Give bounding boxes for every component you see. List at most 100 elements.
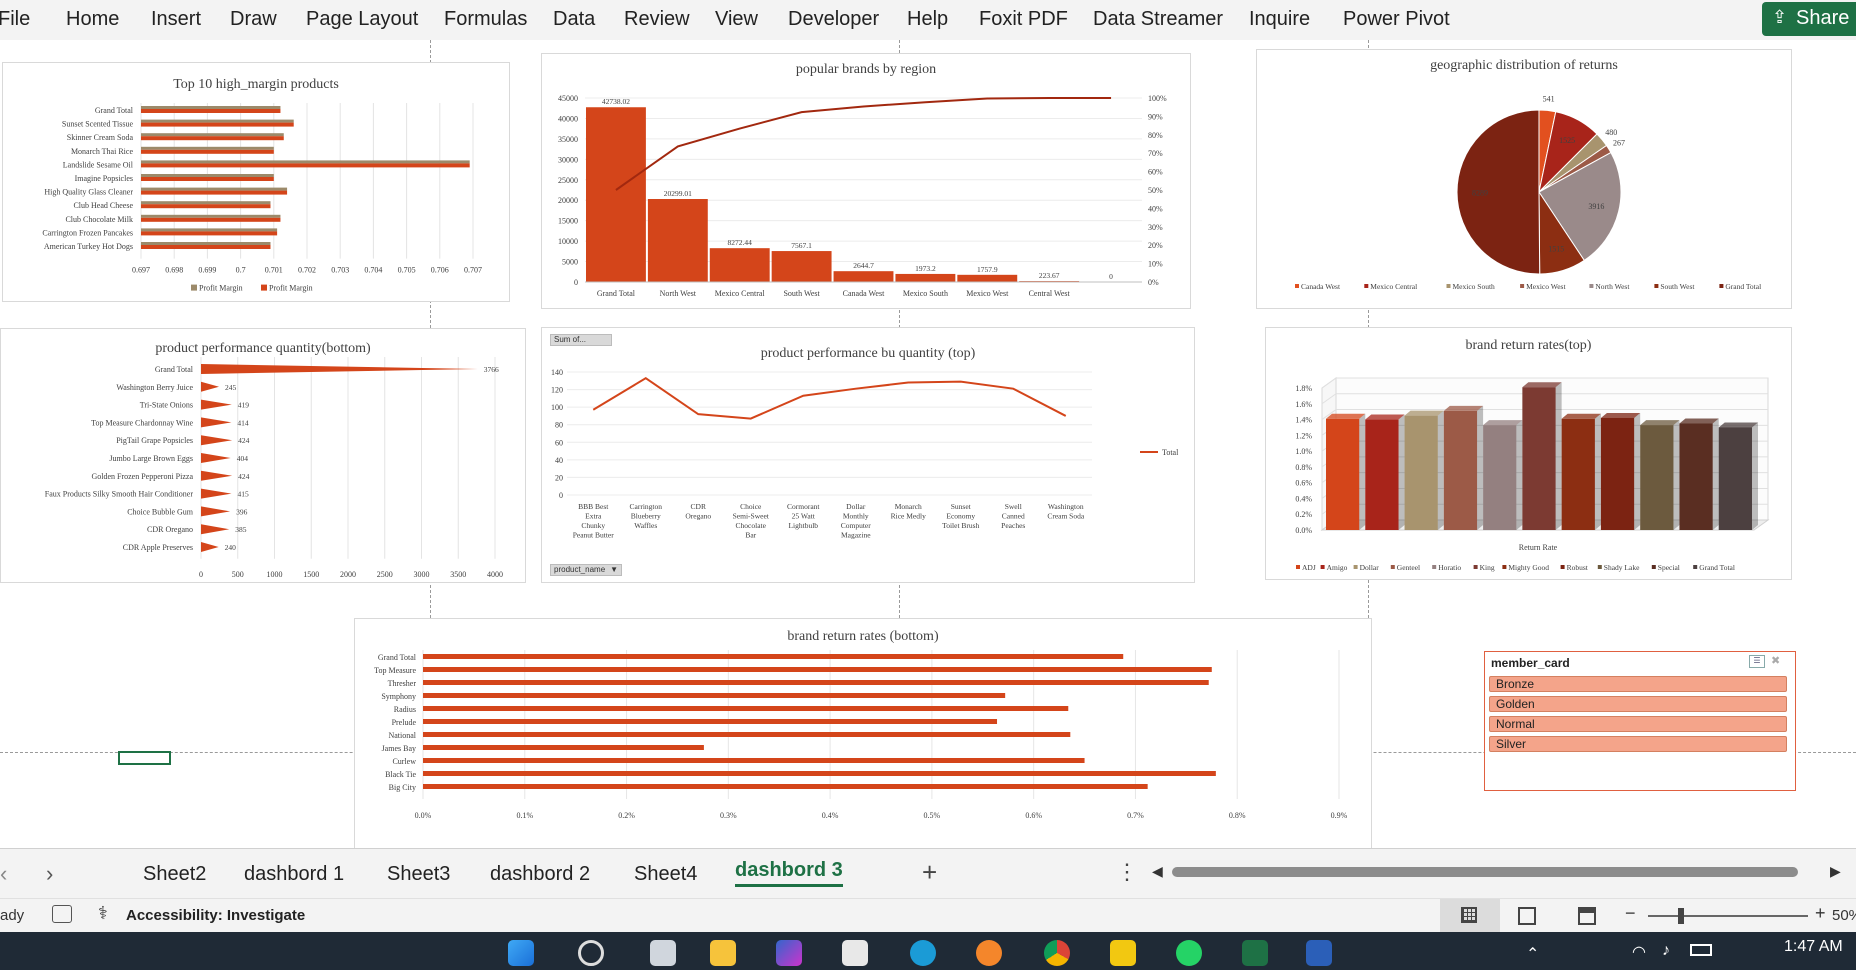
scroll-right-icon[interactable]: ▶ [1830, 863, 1841, 879]
tab-help[interactable]: Help [907, 8, 949, 30]
profit-margin-bar-b [141, 190, 288, 195]
zoom-slider-thumb[interactable] [1678, 908, 1684, 924]
add-sheet-icon[interactable]: + [922, 857, 938, 887]
slicer-item-golden[interactable]: Golden [1489, 696, 1787, 712]
store-icon[interactable] [842, 940, 868, 966]
active-cell[interactable] [118, 751, 171, 765]
page-break-view-icon[interactable] [1578, 907, 1596, 925]
macro-record-icon[interactable] [52, 905, 72, 923]
zoom-level[interactable]: 50% [1832, 907, 1856, 924]
page-layout-view-icon[interactable] [1518, 907, 1536, 925]
return-rate-bar [423, 693, 1006, 698]
pivot-value-button[interactable]: Sum of... [550, 334, 612, 346]
return-rate-bar-top [1640, 420, 1680, 426]
return-rate-bar [1600, 417, 1635, 530]
tab-foxit-pdf[interactable]: Foxit PDF [979, 8, 1068, 30]
profit-margin-bar-a [141, 119, 294, 123]
worksheet-grid[interactable]: Top 10 high_margin products 0.697 0.698 0.… [0, 40, 1856, 862]
chevron-left-icon[interactable]: ‹ [0, 861, 8, 886]
chart-top-margin-products[interactable]: Top 10 high_margin products 0.697 0.698 0.… [2, 62, 510, 302]
accessibility-status[interactable]: Accessibility: Investigate [126, 907, 306, 924]
zoom-out-icon[interactable]: − [1625, 903, 1636, 923]
horizontal-scrollbar[interactable]: ◀ ▶ [1152, 863, 1844, 881]
tab-dashbord-2[interactable]: dashbord 2 [490, 863, 591, 885]
whatsapp-icon[interactable] [1176, 940, 1202, 966]
zoom-in-icon[interactable]: + [1815, 903, 1826, 923]
tab-home[interactable]: Home [66, 8, 120, 30]
battery-icon[interactable] [1690, 944, 1712, 956]
chart-return-rates-bottom[interactable]: brand return rates (bottom) 0.0% 0.1% 0.2%… [354, 618, 1372, 862]
return-rate-bar [1365, 419, 1399, 530]
zoom-slider[interactable] [1648, 908, 1808, 924]
chart-title: brand return rates(top) [1465, 338, 1592, 353]
tab-page-layout[interactable]: Page Layout [306, 8, 419, 30]
x-tick-label: Lightbulb [788, 521, 818, 530]
tab-file[interactable]: File [0, 8, 31, 30]
legend-entry: Total [1162, 448, 1179, 457]
tab-dashbord-3[interactable]: dashbord 3 [735, 859, 843, 887]
windows-start-icon[interactable] [508, 940, 534, 966]
pivot-field-button[interactable]: product_name ▼ [550, 564, 622, 576]
tab-data[interactable]: Data [553, 8, 596, 30]
chart-return-rates-top[interactable]: brand return rates(top) 1.8% 1.6% 1.4% 1.2%… [1265, 327, 1792, 580]
tab-review[interactable]: Review [624, 8, 690, 30]
chart-qty-top[interactable]: Sum of... product performance bu quantit… [541, 327, 1195, 583]
more-options-icon[interactable]: ⋮ [1116, 859, 1138, 884]
tab-dashbord-1[interactable]: dashbord 1 [244, 863, 345, 885]
firefox-icon[interactable] [976, 940, 1002, 966]
tab-power-pivot[interactable]: Power Pivot [1343, 8, 1450, 30]
chevron-right-icon[interactable]: › [46, 861, 54, 886]
excel-icon[interactable] [1242, 940, 1268, 966]
tab-sheet3[interactable]: Sheet3 [387, 863, 451, 885]
taskbar-clock[interactable]: 1:47 AM [1784, 938, 1843, 955]
legend-entry: North West [1595, 282, 1630, 291]
tray-chevron-icon[interactable]: ⌃ [1526, 946, 1540, 963]
y2-tick-label: 30% [1148, 223, 1163, 232]
search-icon[interactable] [578, 940, 604, 966]
legend-swatch [1446, 284, 1451, 288]
tab-view[interactable]: View [715, 8, 758, 30]
return-rate-bar-side [1634, 412, 1641, 530]
word-icon[interactable] [1306, 940, 1332, 966]
chrome-icon[interactable] [1044, 940, 1070, 966]
wifi-icon[interactable]: ◠ [1632, 944, 1646, 961]
x-tick-label: Waffles [634, 521, 657, 530]
share-button[interactable]: ⇪ Share [1762, 2, 1856, 36]
y2-tick-label: 100% [1148, 94, 1167, 103]
tab-data-streamer[interactable]: Data Streamer [1093, 8, 1224, 30]
edge-icon[interactable] [910, 940, 936, 966]
category-label: Thresher [388, 679, 417, 688]
status-bar: ady ⚕ Accessibility: Investigate − + 50% [0, 898, 1856, 933]
member-card-slicer[interactable]: member_card ☰ ✖ Bronze Golden Normal Sil… [1484, 651, 1796, 791]
tab-insert[interactable]: Insert [151, 8, 202, 30]
tab-formulas[interactable]: Formulas [444, 8, 528, 30]
legend-swatch [191, 284, 197, 291]
slicer-item-normal[interactable]: Normal [1489, 716, 1787, 732]
power-bi-icon[interactable] [1110, 940, 1136, 966]
multi-select-icon[interactable]: ☰ [1749, 655, 1765, 668]
chart-geo-returns[interactable]: geographic distribution of returns 541 15… [1256, 49, 1792, 309]
category-label: Symphony [381, 692, 416, 701]
tab-developer[interactable]: Developer [788, 8, 880, 30]
pie-chart: 541 1525 480 267 3916 1515 8289 Canada West Mexi… [1295, 94, 1761, 291]
file-explorer-icon[interactable] [710, 940, 736, 966]
clear-filter-icon[interactable]: ✖ [1771, 655, 1781, 667]
grid-line [1321, 377, 1337, 389]
chart-qty-bottom[interactable]: product performance quantity(bottom) 0 50… [0, 328, 526, 583]
copilot-icon[interactable] [776, 940, 802, 966]
slice-label: 541 [1543, 94, 1555, 103]
tab-sheet2[interactable]: Sheet2 [143, 863, 207, 885]
normal-view-button[interactable] [1440, 899, 1500, 933]
scrollbar-thumb[interactable] [1172, 867, 1798, 877]
tab-inquire[interactable]: Inquire [1249, 8, 1311, 30]
task-view-icon[interactable] [650, 940, 676, 966]
volume-icon[interactable]: ♪ [1662, 942, 1670, 959]
tab-sheet4[interactable]: Sheet4 [634, 863, 698, 885]
scroll-left-icon[interactable]: ◀ [1152, 863, 1163, 879]
slicer-item-bronze[interactable]: Bronze [1489, 676, 1787, 692]
tab-draw[interactable]: Draw [230, 8, 277, 30]
accessibility-icon[interactable]: ⚕ [98, 903, 108, 923]
x-tick-label: 0.7% [1127, 811, 1144, 820]
slicer-item-silver[interactable]: Silver [1489, 736, 1787, 752]
chart-popular-brands[interactable]: popular brands by region 45000 40000 35000… [541, 53, 1191, 309]
